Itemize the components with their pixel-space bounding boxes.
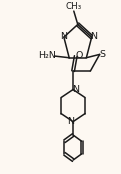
Text: O: O — [75, 51, 83, 60]
Text: N: N — [72, 85, 79, 94]
Text: N: N — [67, 117, 74, 126]
Text: S: S — [100, 50, 106, 59]
Text: CH₃: CH₃ — [65, 2, 81, 11]
Text: N: N — [60, 32, 67, 41]
Text: H₂N: H₂N — [38, 51, 56, 60]
Text: N: N — [90, 32, 97, 41]
